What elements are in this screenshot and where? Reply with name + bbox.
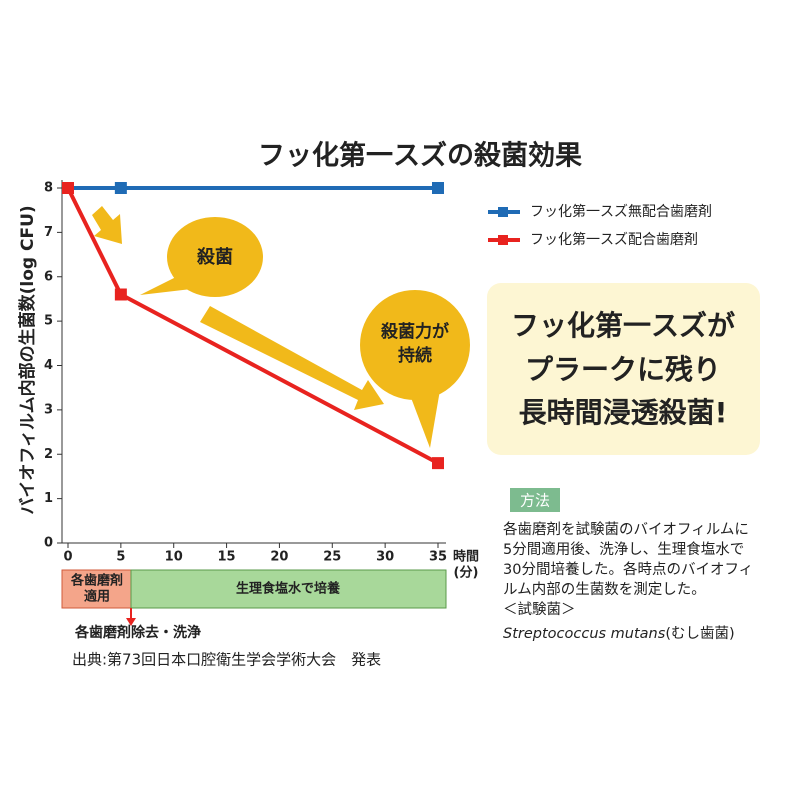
callout-text: 殺菌力が: [380, 321, 449, 342]
y-tick-label: 8: [44, 181, 53, 196]
method-text: 各歯磨剤を試験菌のバイオフィルムに: [503, 521, 749, 538]
method-label-bg: [510, 488, 560, 512]
y-tick-label: 7: [44, 225, 53, 240]
x-tick-label: 15: [218, 550, 236, 565]
point: [62, 182, 74, 194]
method-text: ルム内部の生菌数を測定した。: [503, 581, 706, 598]
callout-tail: [140, 275, 200, 295]
callout-text: 殺菌: [196, 246, 233, 268]
chart-title: フッ化第一スズの殺菌効果: [258, 140, 582, 172]
callout-text: 持続: [398, 345, 432, 366]
point: [432, 457, 444, 470]
callout-box-text: 長時間浸透殺菌!: [519, 396, 728, 429]
y-tick-label: 3: [44, 402, 53, 417]
callout-box-text: プラークに残り: [525, 353, 721, 386]
phase-label: 各歯磨剤: [70, 573, 123, 589]
y-tick-label: 6: [44, 269, 53, 284]
legend-marker: [498, 235, 508, 245]
phase-label: 適用: [84, 589, 110, 605]
method-title: 方法: [520, 492, 550, 510]
x-tick-label: 0: [63, 550, 72, 565]
method-text: 5分間適用後、洗浄し、生理食塩水で: [503, 540, 744, 558]
x-tick-label: 30: [376, 550, 394, 565]
legend-label: フッ化第一スズ配合歯磨剤: [530, 231, 698, 248]
method-text: 30分間培養した。各時点のバイオフィ: [503, 560, 753, 578]
point: [114, 288, 127, 301]
x-tick-label: 10: [165, 550, 183, 565]
arrow: [92, 206, 122, 244]
organism-note: (むし歯菌): [665, 625, 734, 642]
x-tick-label: 20: [270, 550, 288, 565]
x-axis-label: (分): [454, 565, 479, 581]
point: [114, 182, 127, 194]
phase-bar: [130, 569, 447, 609]
x-axis-label: 時間: [453, 549, 479, 565]
legend-marker: [498, 207, 508, 217]
phase-note: 各歯磨剤除去・洗浄: [74, 624, 201, 641]
source: 出典:第73回日本口腔衛生学会学術大会 発表: [72, 651, 381, 669]
point: [432, 182, 444, 194]
phase-bar: [61, 569, 132, 609]
callout-box-text: フッ化第一スズが: [511, 309, 735, 342]
x-tick-label: 25: [323, 550, 341, 565]
callout-box: [487, 283, 760, 455]
y-axis-label: バイオフィルム内部の生菌数(log CFU): [17, 205, 38, 514]
x-tick-label: 5: [116, 550, 125, 565]
x-tick-label: 35: [429, 550, 447, 565]
method-heading: ＜試験菌＞: [503, 601, 576, 618]
callout-tail: [410, 390, 440, 448]
legend-label: フッ化第一スズ無配合歯磨剤: [530, 203, 712, 220]
y-tick-label: 5: [44, 314, 53, 329]
arrow: [200, 306, 384, 410]
y-tick-label: 2: [44, 447, 53, 462]
callout-bubble: [167, 217, 263, 297]
organism: Streptococcus mutans: [503, 626, 666, 642]
y-tick-label: 4: [44, 358, 53, 373]
method-organism: Streptococcus mutans(むし歯菌): [503, 625, 735, 642]
callout-bubble: [360, 290, 470, 400]
y-tick-label: 0: [44, 536, 53, 551]
phase-label: 生理食塩水で培養: [236, 581, 340, 597]
phase-arrow-head: [126, 618, 136, 626]
y-tick-label: 1: [44, 491, 53, 506]
